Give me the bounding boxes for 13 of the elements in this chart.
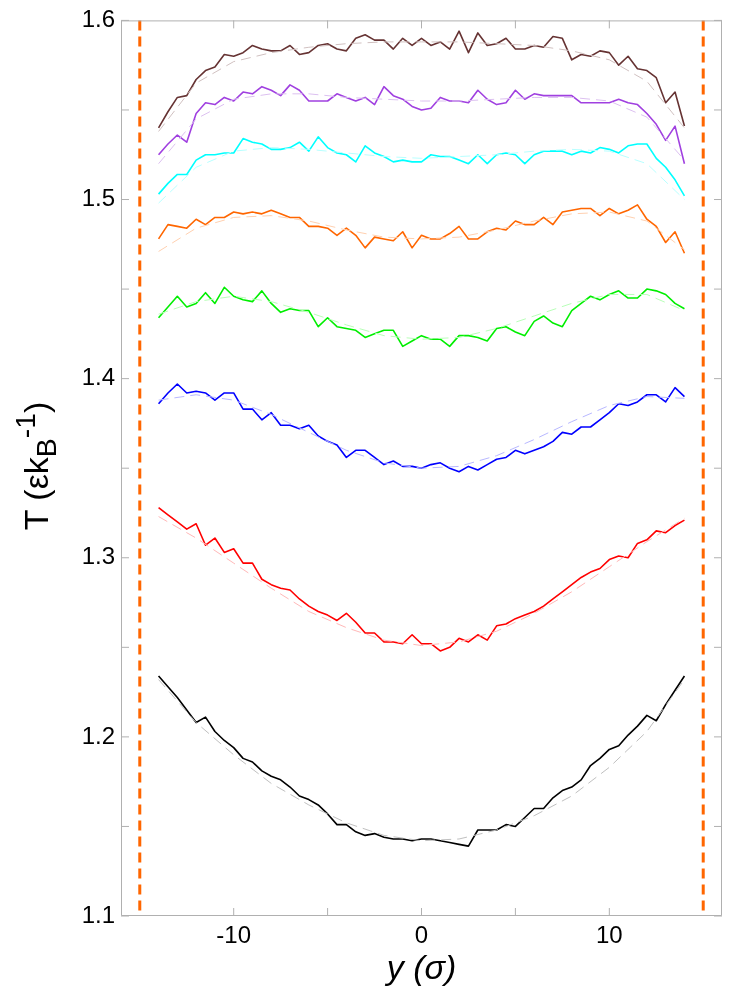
y-tick-label: 1.5 [81, 184, 115, 212]
line-series [158, 147, 685, 204]
x-axis-title: y (σ) [384, 948, 458, 987]
line-series [158, 211, 685, 252]
line-series [158, 394, 685, 469]
x-tick-label: -10 [216, 921, 252, 949]
y-tick-label: 1.6 [81, 5, 115, 33]
x-tick-label: 0 [414, 921, 429, 949]
y-tick-label: 1.3 [81, 542, 115, 570]
y-tick-label: 1.2 [81, 721, 115, 749]
y-tick-label: 1.1 [81, 900, 115, 928]
x-tick-label: 10 [595, 921, 623, 949]
y-tick-label: 1.4 [81, 363, 115, 391]
